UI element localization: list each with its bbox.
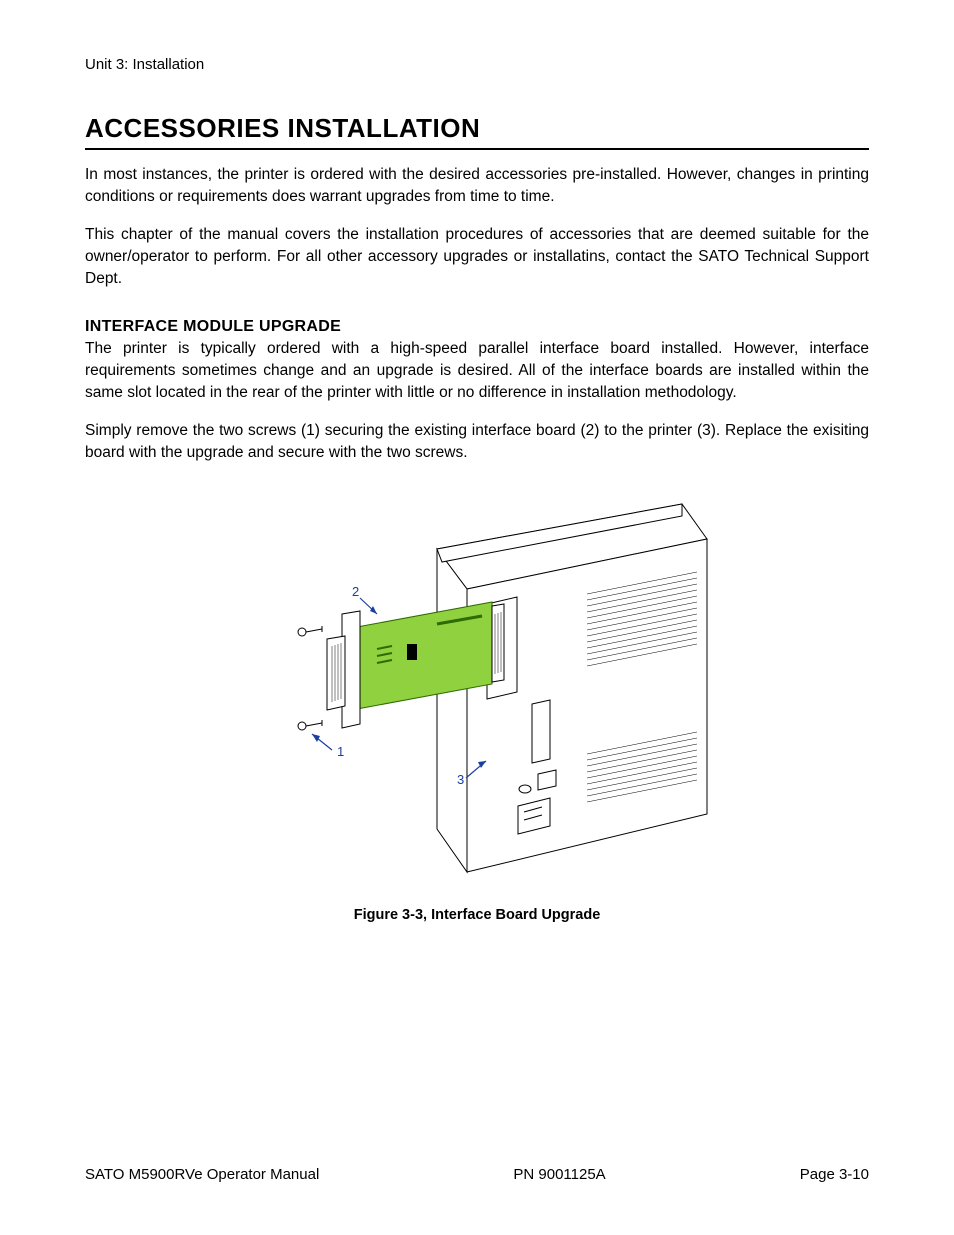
page: Unit 3: Installation ACCESSORIES INSTALL… <box>0 0 954 923</box>
intro-paragraph-2: This chapter of the manual covers the in… <box>85 224 869 290</box>
page-footer: SATO M5900RVe Operator Manual PN 9001125… <box>85 1166 869 1183</box>
page-title: ACCESSORIES INSTALLATION <box>85 113 869 150</box>
screw-top <box>298 626 322 636</box>
svg-text:3: 3 <box>457 772 464 787</box>
figure-caption: Figure 3-3, Interface Board Upgrade <box>85 907 869 923</box>
svg-text:1: 1 <box>337 744 344 759</box>
section-paragraph-1: The printer is typically ordered with a … <box>85 338 869 404</box>
figure-container: 2 1 3 Figure 3-3, Interface Board Upgrad… <box>85 494 869 923</box>
callout-1: 1 <box>312 734 344 759</box>
callout-2: 2 <box>352 584 377 614</box>
section-subhead: INTERFACE MODULE UPGRADE <box>85 318 869 336</box>
screw-bottom <box>298 720 322 730</box>
footer-center: PN 9001125A <box>513 1166 605 1183</box>
intro-paragraph-1: In most instances, the printer is ordere… <box>85 164 869 208</box>
svg-text:2: 2 <box>352 584 359 599</box>
unit-header: Unit 3: Installation <box>85 56 869 73</box>
footer-left: SATO M5900RVe Operator Manual <box>85 1166 319 1183</box>
section-paragraph-2: Simply remove the two screws (1) securin… <box>85 420 869 464</box>
interface-board-diagram: 2 1 3 <box>242 494 712 884</box>
footer-right: Page 3-10 <box>800 1166 869 1183</box>
board-faceplate <box>327 611 360 728</box>
